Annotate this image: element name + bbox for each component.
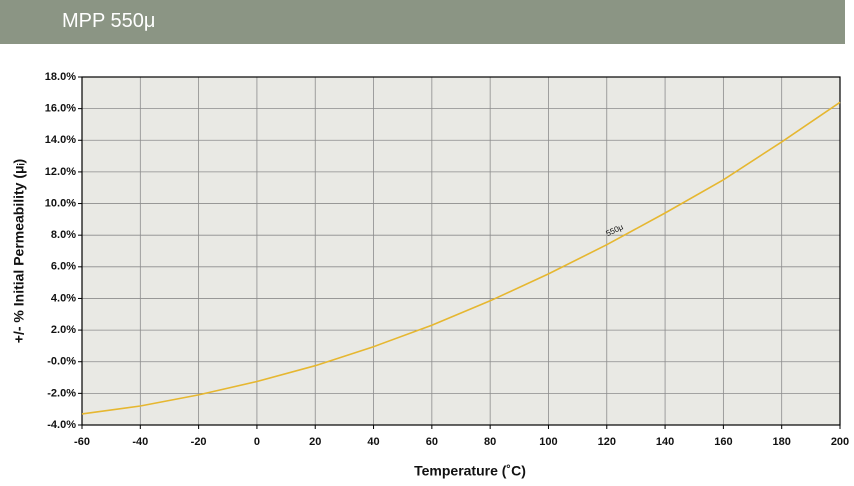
y-tick-label: 2.0% <box>51 324 76 336</box>
x-tick-label: 200 <box>831 436 849 448</box>
x-tick-label: 120 <box>598 436 616 448</box>
x-tick-label: 20 <box>309 436 321 448</box>
x-tick-label: 100 <box>539 436 557 448</box>
data-line <box>81 101 841 415</box>
x-tick-label: -40 <box>132 436 148 448</box>
y-tick-label: 8.0% <box>51 229 76 241</box>
x-tick-label: -60 <box>74 436 90 448</box>
x-tick-label: 60 <box>426 436 438 448</box>
y-tick-label: 16.0% <box>45 103 76 115</box>
y-tick-label: 6.0% <box>51 261 76 273</box>
x-tick-label: 40 <box>367 436 379 448</box>
x-tick-label: -20 <box>191 436 207 448</box>
y-tick-label: -0.0% <box>47 356 76 368</box>
y-tick-label: 14.0% <box>45 134 76 146</box>
y-tick-label: 10.0% <box>45 197 76 209</box>
x-axis-label: Temperature (˚C) <box>414 463 526 479</box>
x-tick-label: 180 <box>773 436 791 448</box>
y-tick-label: 12.0% <box>45 166 76 178</box>
x-tick-label: 140 <box>656 436 674 448</box>
y-tick-label: 18.0% <box>45 71 76 83</box>
x-tick-label: 80 <box>484 436 496 448</box>
y-tick-label: -2.0% <box>47 387 76 399</box>
plot-frame <box>81 76 841 426</box>
header-title: MPP 550μ <box>62 10 156 32</box>
plot-area <box>82 77 840 425</box>
x-tick-label: 160 <box>714 436 732 448</box>
y-axis-label: +/- % Initial Permeability (μᵢ) <box>11 159 27 343</box>
header-bar: MPP 550μ <box>0 0 845 44</box>
y-tick-label: 4.0% <box>51 292 76 304</box>
y-tick-label: -4.0% <box>47 419 76 431</box>
x-tick-label: 0 <box>254 436 260 448</box>
